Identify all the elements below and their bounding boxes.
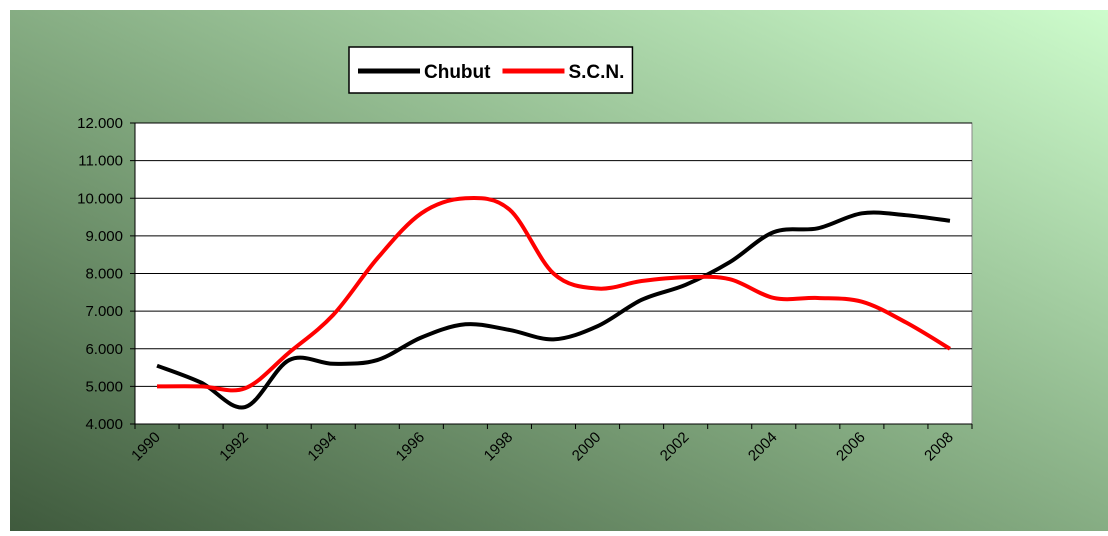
y-tick-label: 4.000 xyxy=(85,416,123,433)
y-tick-label: 6.000 xyxy=(85,341,123,358)
y-tick-label: 10.000 xyxy=(77,190,123,207)
legend-label: S.C.N. xyxy=(568,62,624,83)
y-tick-label: 9.000 xyxy=(85,228,123,245)
series-line xyxy=(157,195,952,393)
legend-box xyxy=(348,46,634,94)
y-tick-label: 8.000 xyxy=(85,266,123,283)
y-tick-label: 11.000 xyxy=(78,153,123,170)
legend-label: Chubut xyxy=(424,62,491,83)
y-tick-label: 5.000 xyxy=(85,378,123,395)
y-tick-label: 12.000 xyxy=(77,115,123,132)
y-tick-label: 7.000 xyxy=(85,303,123,320)
legend: Chubut S.C.N. xyxy=(348,46,634,94)
series-line xyxy=(156,210,951,410)
